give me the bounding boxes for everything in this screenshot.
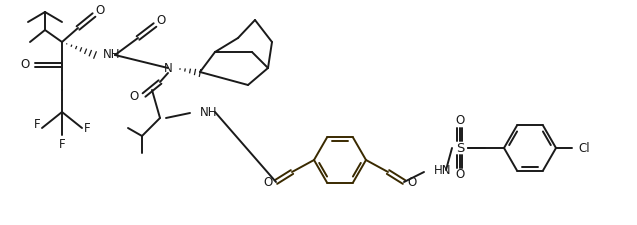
Text: S: S — [456, 142, 464, 155]
Text: O: O — [20, 58, 30, 72]
Text: Cl: Cl — [578, 142, 590, 155]
Text: O: O — [156, 14, 166, 27]
Text: HN: HN — [434, 164, 452, 176]
Text: O: O — [408, 176, 417, 189]
Text: F: F — [34, 117, 40, 130]
Text: N: N — [164, 61, 173, 74]
Text: F: F — [59, 139, 66, 151]
Text: NH: NH — [200, 106, 217, 119]
Text: O: O — [96, 4, 104, 18]
Text: O: O — [455, 169, 464, 182]
Text: NH: NH — [103, 49, 120, 61]
Text: F: F — [83, 122, 90, 135]
Text: O: O — [129, 90, 139, 103]
Text: O: O — [455, 115, 464, 128]
Text: O: O — [263, 176, 273, 189]
